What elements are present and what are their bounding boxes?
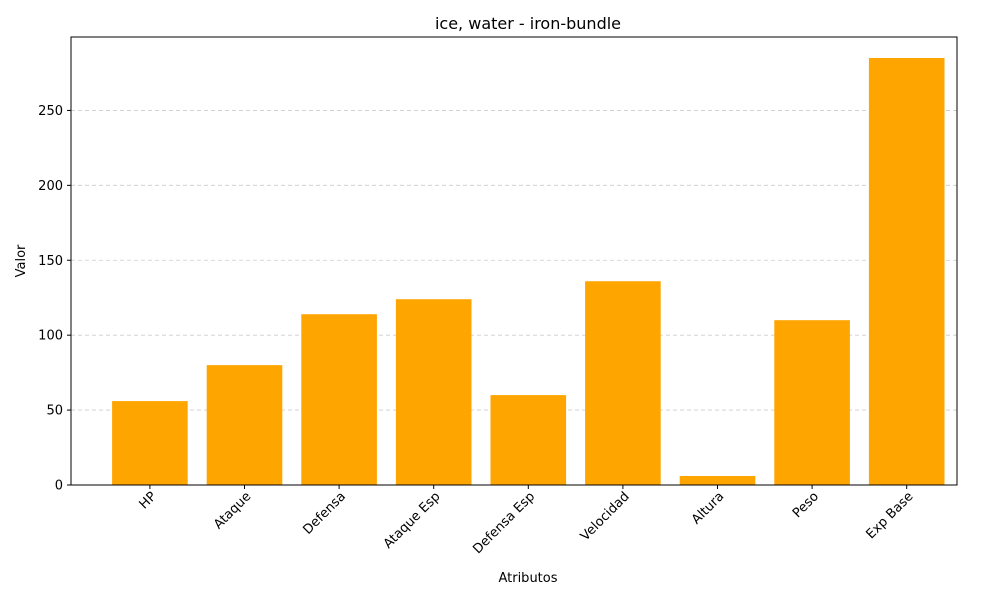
bar [112,401,188,485]
bar [490,395,567,485]
bar [395,299,472,485]
y-axis: 0 50 100 150 200 250 [38,104,71,494]
bars [112,57,945,485]
x-tick-label: Ataque Esp [381,489,444,552]
y-axis-label: Valor [14,244,29,277]
x-axis-label: Atributos [498,571,557,586]
bar [206,365,283,485]
y-tick-label: 150 [38,254,63,269]
bar [774,320,850,485]
bar [585,281,661,485]
y-tick-label: 100 [38,329,63,344]
x-tick-label: Peso [790,489,822,521]
y-tick-label: 250 [38,104,63,119]
y-tick-label: 50 [46,404,63,419]
bar [301,314,377,485]
y-tick-label: 0 [55,479,63,494]
x-tick-label: Ataque [211,489,254,532]
y-tick-label: 200 [38,179,63,194]
bar [868,57,945,485]
chart-title: ice, water - iron-bundle [435,14,621,33]
x-tick-label: Defensa Esp [470,489,538,557]
x-axis: HP Ataque Defensa Ataque Esp Defensa Esp Velo… [137,485,917,557]
x-tick-label: Altura [689,489,727,527]
plot-frame [70,36,958,486]
bar [679,476,756,485]
x-tick-label: Defensa [300,489,348,537]
x-tick-label: Velocidad [578,489,633,544]
x-tick-label: HP [137,489,160,512]
x-tick-label: Exp Base [864,489,917,542]
